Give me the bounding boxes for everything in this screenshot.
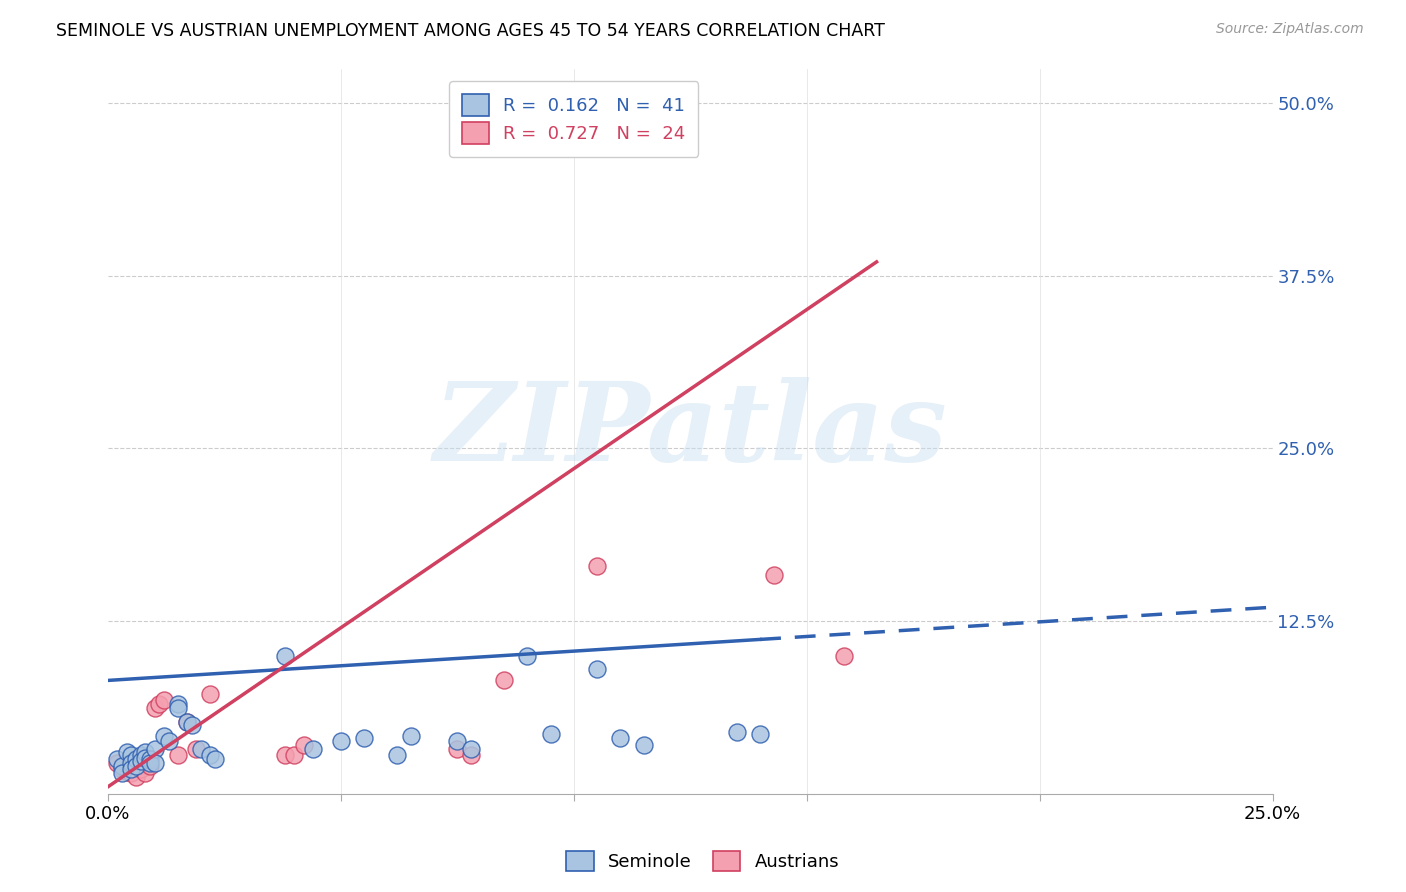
Point: [204, 752, 226, 766]
Point: [399, 729, 422, 743]
Point: [134, 751, 156, 765]
Point: [143, 742, 166, 756]
Point: [105, 756, 128, 771]
Point: [283, 747, 305, 762]
Point: [190, 742, 212, 756]
Point: [200, 687, 222, 701]
Point: [167, 747, 190, 762]
Text: Source: ZipAtlas.com: Source: ZipAtlas.com: [1216, 22, 1364, 37]
Point: [153, 692, 176, 706]
Point: [139, 756, 162, 771]
Point: [167, 697, 190, 711]
Point: [111, 762, 134, 776]
Point: [120, 756, 142, 771]
Text: ZIPatlas: ZIPatlas: [433, 377, 948, 485]
Point: [586, 662, 609, 676]
Point: [120, 747, 142, 762]
Point: [125, 770, 148, 784]
Point: [274, 648, 297, 663]
Point: [157, 734, 180, 748]
Point: [763, 568, 786, 582]
Point: [186, 742, 208, 756]
Point: [749, 727, 772, 741]
Point: [633, 739, 655, 753]
Point: [139, 752, 162, 766]
Point: [153, 729, 176, 743]
Point: [120, 766, 142, 780]
Point: [725, 724, 748, 739]
Point: [200, 747, 222, 762]
Point: [609, 731, 631, 746]
Point: [302, 742, 325, 756]
Point: [129, 747, 152, 762]
Point: [446, 734, 468, 748]
Point: [274, 747, 297, 762]
Point: [120, 762, 142, 776]
Point: [540, 727, 562, 741]
Point: [516, 648, 538, 663]
Point: [129, 754, 152, 768]
Point: [111, 759, 134, 773]
Point: [105, 752, 128, 766]
Point: [460, 747, 482, 762]
Point: [111, 766, 134, 780]
Point: [180, 717, 202, 731]
Point: [148, 697, 170, 711]
Point: [125, 759, 148, 773]
Point: [329, 734, 352, 748]
Point: [115, 764, 138, 779]
Point: [125, 752, 148, 766]
Point: [385, 747, 408, 762]
Point: [134, 745, 156, 759]
Point: [134, 766, 156, 780]
Legend: Seminole, Austrians: Seminole, Austrians: [560, 844, 846, 879]
Point: [139, 759, 162, 773]
Legend: R =  0.162   N =  41, R =  0.727   N =  24: R = 0.162 N = 41, R = 0.727 N = 24: [450, 81, 699, 157]
Point: [460, 742, 482, 756]
Point: [176, 714, 198, 729]
Point: [176, 714, 198, 729]
Point: [115, 745, 138, 759]
Text: SEMINOLE VS AUSTRIAN UNEMPLOYMENT AMONG AGES 45 TO 54 YEARS CORRELATION CHART: SEMINOLE VS AUSTRIAN UNEMPLOYMENT AMONG …: [56, 22, 886, 40]
Point: [446, 742, 468, 756]
Point: [129, 762, 152, 776]
Point: [143, 756, 166, 771]
Point: [832, 648, 855, 663]
Point: [143, 701, 166, 715]
Point: [292, 739, 315, 753]
Point: [492, 673, 515, 688]
Point: [167, 701, 190, 715]
Point: [353, 731, 375, 746]
Point: [586, 558, 609, 573]
